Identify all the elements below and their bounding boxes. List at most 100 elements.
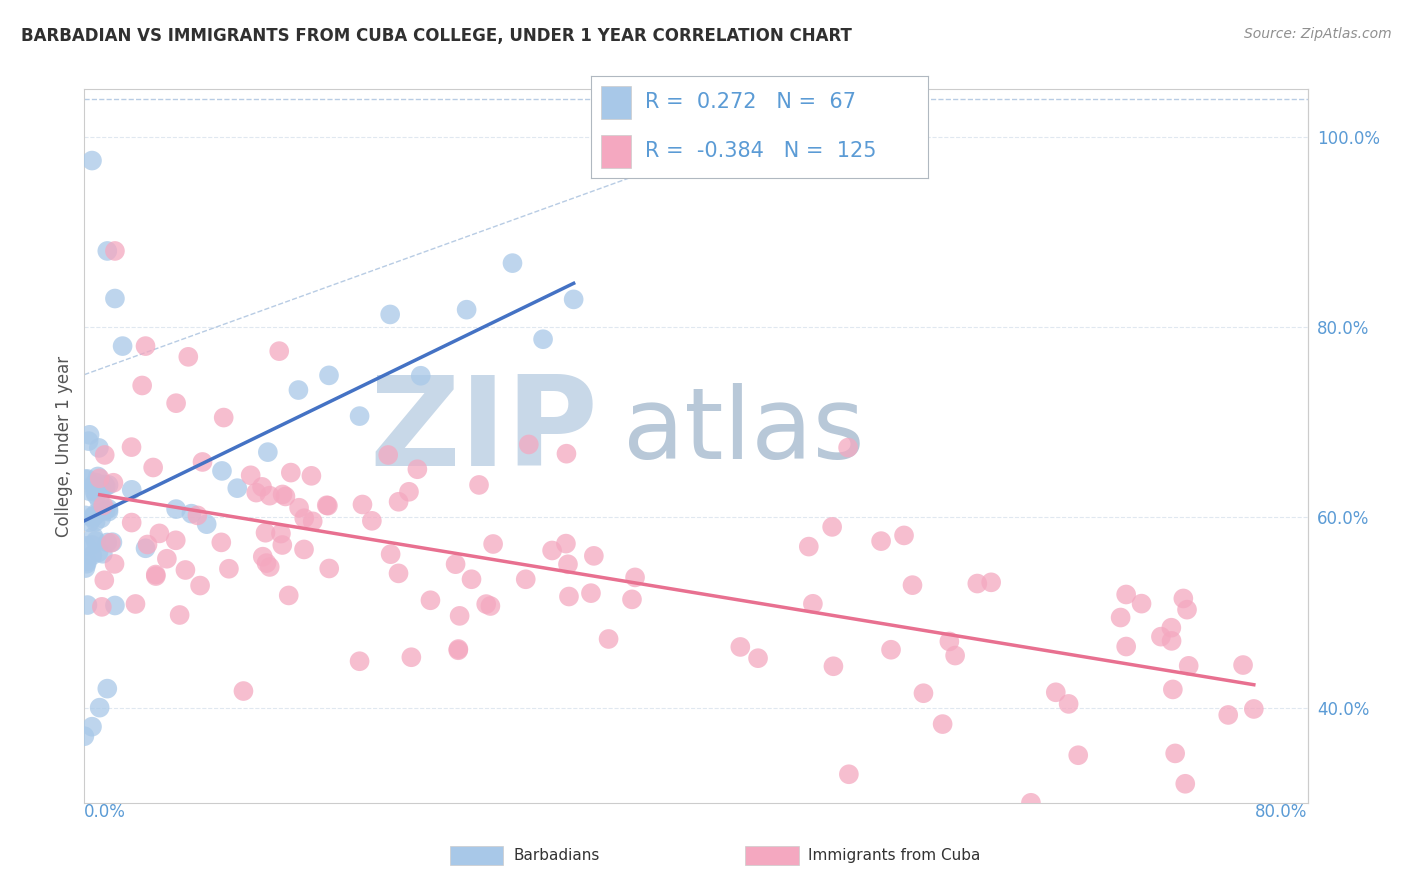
Point [73, 729, 96, 743]
Point [620, 592, 643, 607]
Point [87, 441, 110, 455]
Point [104, 292, 127, 306]
Point [270, 526, 292, 541]
Point [239, 468, 262, 483]
Point [821, 520, 844, 534]
Point [274, 490, 297, 504]
Point [145, 567, 167, 582]
Point [76, 554, 98, 568]
Point [1150, 630, 1173, 644]
Point [277, 589, 299, 603]
Point [83, 484, 105, 499]
Point [1067, 748, 1090, 763]
Point [209, 535, 232, 549]
Point [180, 507, 202, 521]
Point [531, 332, 554, 346]
Point [259, 489, 281, 503]
Point [77, 434, 100, 449]
Point [73, 472, 96, 486]
Point [96, 244, 118, 258]
Point [165, 533, 187, 548]
Point [93, 477, 115, 491]
Point [259, 560, 281, 574]
Point [387, 566, 409, 581]
Point [931, 717, 953, 731]
Point [823, 659, 845, 673]
Point [76, 472, 98, 486]
Point [515, 572, 537, 586]
Point [100, 536, 122, 550]
Point [103, 557, 125, 571]
Point [169, 607, 191, 622]
Point [1173, 591, 1195, 606]
Text: R =  -0.384   N =  125: R = -0.384 N = 125 [644, 141, 876, 161]
Point [482, 537, 505, 551]
Point [288, 500, 311, 515]
Point [256, 556, 278, 570]
Point [84, 515, 107, 529]
Point [938, 634, 960, 648]
Point [801, 597, 824, 611]
Point [401, 650, 423, 665]
Point [83, 529, 105, 543]
Point [1160, 621, 1182, 635]
Point [124, 597, 146, 611]
Point [502, 256, 524, 270]
Point [598, 632, 620, 646]
Point [254, 525, 277, 540]
Point [1160, 633, 1182, 648]
Point [377, 448, 399, 462]
Point [271, 538, 294, 552]
Point [80, 153, 103, 168]
Point [1130, 597, 1153, 611]
Point [1243, 702, 1265, 716]
Point [195, 517, 218, 532]
Point [299, 468, 322, 483]
Point [84, 475, 107, 490]
Point [97, 501, 120, 516]
Point [456, 302, 478, 317]
Point [211, 464, 233, 478]
Point [89, 700, 111, 714]
Point [747, 651, 769, 665]
Point [121, 516, 143, 530]
Point [447, 642, 470, 657]
Point [245, 485, 267, 500]
Point [269, 344, 291, 359]
Point [77, 484, 100, 499]
Point [901, 578, 924, 592]
Point [142, 460, 165, 475]
Point [541, 543, 564, 558]
Point [349, 409, 371, 423]
Point [104, 599, 127, 613]
Point [315, 498, 337, 512]
Point [136, 537, 159, 551]
Point [1019, 796, 1042, 810]
Y-axis label: College, Under 1 year: College, Under 1 year [55, 355, 73, 537]
Point [165, 502, 187, 516]
Bar [600, 87, 631, 119]
Point [352, 498, 374, 512]
Point [579, 586, 602, 600]
Point [419, 593, 441, 607]
Point [186, 508, 208, 523]
Point [84, 508, 107, 523]
Point [75, 508, 97, 523]
Point [156, 551, 179, 566]
Point [96, 681, 118, 696]
Point [250, 480, 273, 494]
Point [165, 396, 187, 410]
Point [76, 557, 98, 571]
Point [75, 561, 97, 575]
Point [517, 437, 540, 451]
Point [1057, 697, 1080, 711]
Point [966, 576, 988, 591]
Point [380, 547, 402, 561]
Point [84, 534, 107, 549]
Point [90, 511, 112, 525]
Point [1177, 658, 1199, 673]
Point [301, 514, 323, 528]
Point [468, 478, 491, 492]
Point [97, 504, 120, 518]
Text: 0.0%: 0.0% [84, 803, 127, 821]
